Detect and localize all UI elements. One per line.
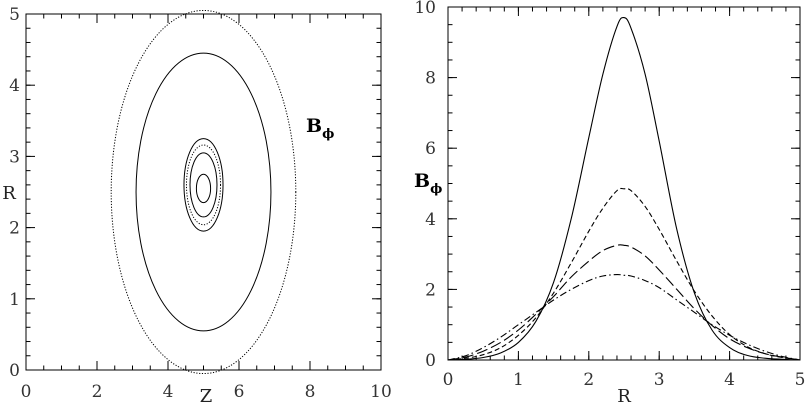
contour-annotation: Bϕ [306, 115, 334, 142]
line-y-tick-label: 4 [425, 210, 436, 230]
contour-x-tick-label: 6 [234, 382, 245, 402]
series-line-longdash [447, 244, 801, 361]
line-tick-labels: 0 1 2 3 4 5 0 2 4 6 8 10 [414, 0, 805, 390]
contour-line [185, 144, 222, 226]
contour-x-tick-label: 4 [163, 382, 174, 402]
line-x-tick-label: 4 [724, 370, 735, 390]
contour-lines [110, 9, 297, 375]
line-x-tick-label: 2 [583, 370, 594, 390]
contour-annotation-sub: ϕ [322, 127, 334, 142]
contour-ticks [25, 13, 382, 371]
line-y-axis-label-main: B [414, 170, 430, 192]
contour-panel: 0 2 4 6 8 10 0 1 2 3 4 5 Z R Bϕ [2, 5, 392, 404]
contour-x-tick-label: 2 [92, 382, 103, 402]
contour-x-axis-label: Z [200, 386, 213, 404]
series-line-solid [447, 16, 801, 361]
line-plot-frame [447, 6, 801, 361]
line-series [447, 16, 801, 361]
contour-y-tick-label: 4 [9, 76, 20, 96]
contour-plot-frame [25, 13, 382, 371]
contour-line [135, 52, 272, 332]
contour-y-tick-label: 3 [9, 147, 20, 167]
series-line-dashdot [447, 274, 801, 361]
line-y-tick-label: 8 [425, 69, 436, 89]
contour-x-tick-label: 10 [370, 382, 392, 402]
contour-y-axis-label: R [2, 183, 16, 204]
contour-y-tick-label: 5 [9, 5, 20, 25]
line-y-tick-label: 2 [425, 280, 436, 300]
contour-line [110, 9, 297, 375]
line-y-axis-label-sub: ϕ [430, 182, 442, 197]
line-x-tick-label: 1 [513, 370, 524, 390]
contour-line [183, 138, 224, 232]
line-x-tick-label: 3 [654, 370, 665, 390]
contour-tick-labels: 0 2 4 6 8 10 0 1 2 3 4 5 [9, 5, 392, 402]
line-x-axis-label: R [617, 386, 631, 404]
contour-y-tick-label: 2 [9, 219, 20, 239]
line-x-tick-label: 5 [795, 370, 806, 390]
contour-line [189, 152, 218, 218]
contour-line [195, 173, 212, 204]
line-panel: 0 1 2 3 4 5 0 2 4 6 8 10 R Bϕ [414, 0, 805, 404]
line-y-axis-label: Bϕ [414, 170, 442, 197]
series-line-dashed [447, 187, 801, 361]
contour-x-tick-label: 0 [21, 382, 32, 402]
line-x-tick-label: 0 [443, 370, 454, 390]
line-y-tick-label: 6 [425, 139, 436, 159]
contour-x-tick-label: 8 [305, 382, 316, 402]
contour-y-tick-label: 1 [9, 290, 20, 310]
line-y-tick-label: 10 [414, 0, 436, 18]
contour-annotation-main: B [306, 115, 322, 137]
line-ticks [447, 6, 801, 361]
contour-y-tick-label: 0 [9, 361, 20, 381]
line-y-tick-label: 0 [425, 351, 436, 371]
